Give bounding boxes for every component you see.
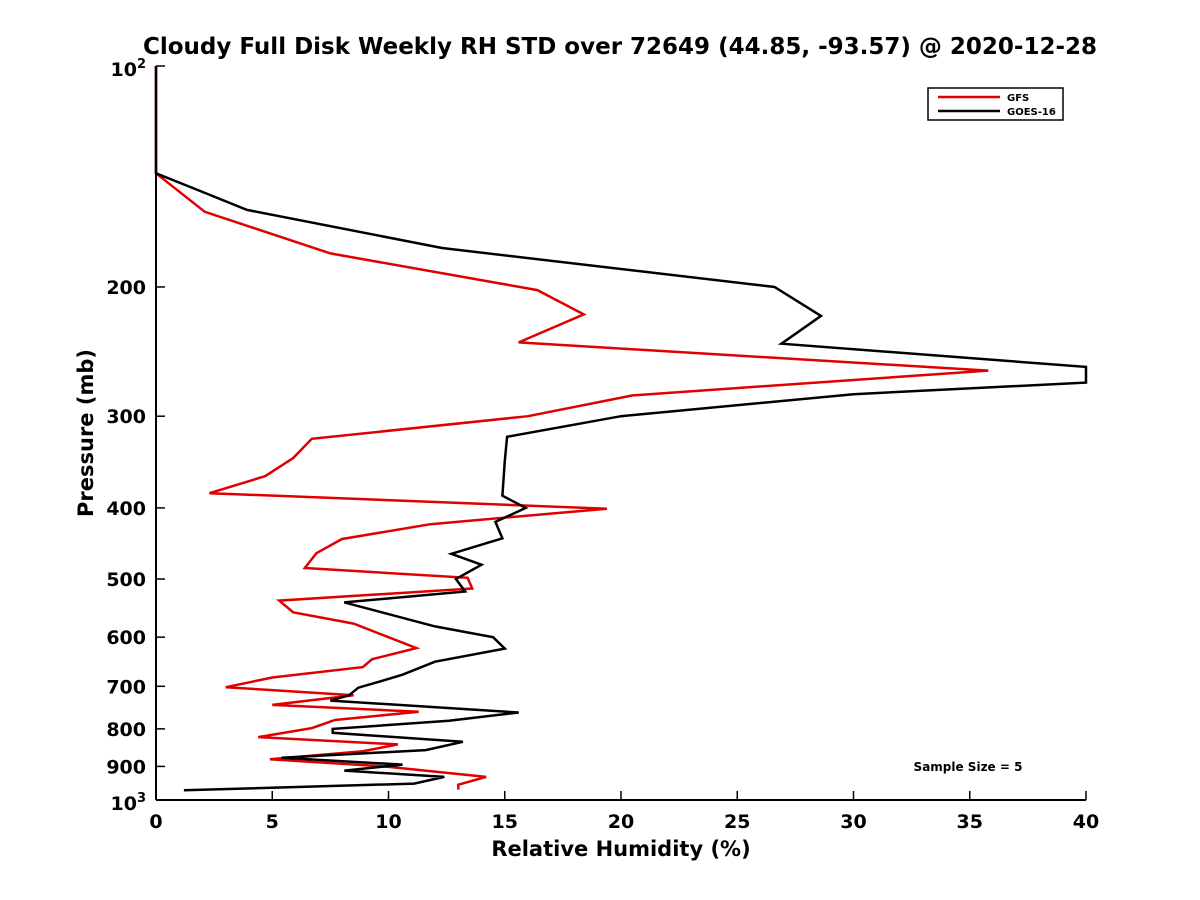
x-ticks: 0 5 10 15 20 25 30 35 40 [149, 791, 1099, 833]
x-tick-label: 40 [1073, 811, 1099, 833]
y-tick-label: 600 [106, 627, 146, 649]
x-tick-label: 35 [957, 811, 983, 833]
y-tick-label: 400 [106, 498, 146, 520]
x-tick-label: 20 [608, 811, 634, 833]
y-tick-label-bottom: 103 [111, 791, 147, 815]
y-tick-label: 300 [106, 406, 146, 428]
series-line-goes-16 [154, 66, 1088, 792]
x-tick-label: 30 [840, 811, 866, 833]
x-tick-label: 15 [492, 811, 518, 833]
legend: GFS GOES-16 [927, 87, 1064, 121]
series-layer [154, 66, 1088, 792]
x-axis-label: Relative Humidity (%) [491, 837, 750, 861]
chart-title: Cloudy Full Disk Weekly RH STD over 7264… [143, 34, 1097, 60]
x-tick-label: 10 [375, 811, 401, 833]
y-tick-label: 500 [106, 569, 146, 591]
series-line-gfs [154, 66, 989, 790]
y-tick-label: 200 [106, 277, 146, 299]
legend-box [927, 87, 1064, 121]
x-tick-label: 5 [266, 811, 279, 833]
x-tick-label: 0 [149, 811, 162, 833]
y-axis-label: Pressure (mb) [74, 349, 98, 517]
y-ticks: 200 300 400 500 600 700 800 900 [106, 65, 165, 801]
y-tick-label: 900 [106, 756, 146, 778]
y-tick-label-top: 102 [111, 57, 147, 81]
y-tick-label: 800 [106, 719, 146, 741]
sample-size-annotation: Sample Size = 5 [914, 760, 1023, 774]
legend-label-gfs: GFS [1007, 93, 1029, 104]
x-tick-label: 25 [724, 811, 750, 833]
y-tick-label: 700 [106, 676, 146, 698]
legend-label-goes: GOES-16 [1007, 107, 1056, 118]
